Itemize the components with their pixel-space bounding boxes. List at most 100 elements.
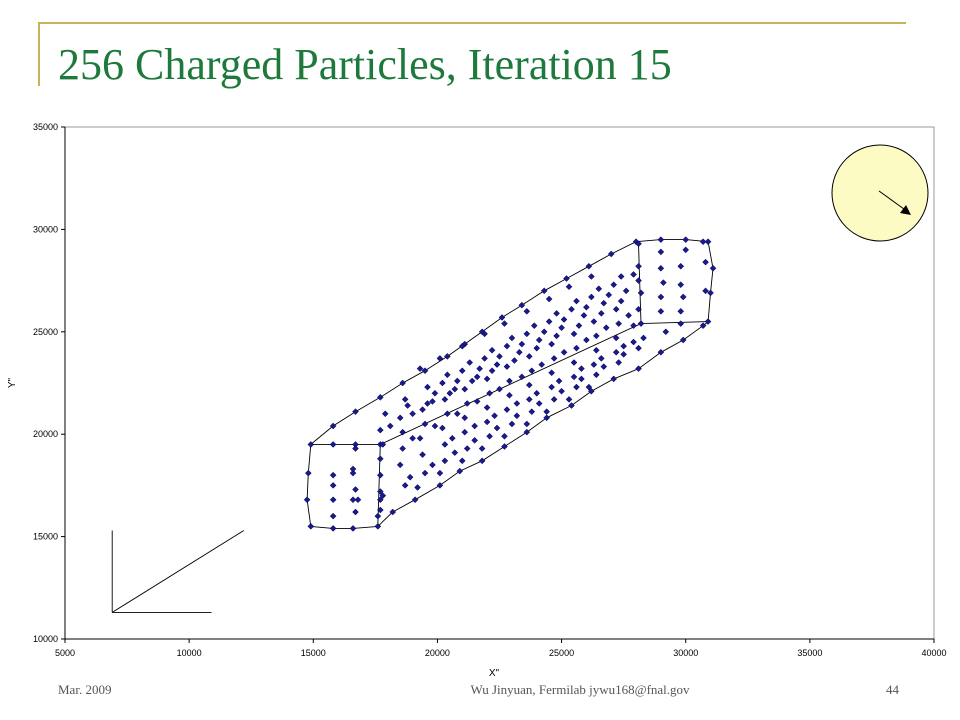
data-point [543, 408, 551, 416]
data-point [640, 334, 647, 342]
y-tick-label: 35000 [33, 122, 58, 132]
data-point [553, 310, 560, 317]
data-point [553, 332, 560, 340]
data-point [349, 525, 357, 532]
data-point [441, 396, 449, 403]
data-point [620, 350, 627, 358]
data-point [503, 406, 511, 413]
direction-arrow-head [900, 205, 911, 215]
data-point [583, 303, 590, 311]
data-point [458, 342, 466, 350]
data-point [471, 436, 479, 444]
data-point [635, 277, 642, 284]
data-point [523, 307, 531, 315]
footer-author: Wu Jinyuan, Fermilab jywu168@fnal.gov [470, 682, 690, 697]
data-point [588, 273, 595, 280]
data-point [704, 238, 712, 246]
data-point [518, 373, 526, 381]
data-point [677, 307, 685, 315]
data-point [657, 307, 665, 315]
x-tick-label: 25000 [549, 648, 574, 658]
data-point [637, 320, 645, 327]
data-point [304, 469, 312, 477]
data-point [501, 432, 508, 440]
data-point [396, 461, 404, 469]
data-point [592, 371, 600, 379]
data-point [565, 396, 573, 403]
y-tick-label: 30000 [33, 224, 58, 234]
data-point [419, 451, 426, 459]
data-point [444, 353, 451, 360]
data-point [416, 434, 424, 442]
data-point [610, 281, 618, 289]
data-point [709, 264, 717, 272]
data-point [498, 314, 506, 321]
data-point [463, 445, 471, 452]
page-number: 44 [886, 682, 899, 697]
data-point [560, 348, 568, 356]
data-point [600, 299, 608, 307]
x-tick-label: 35000 [797, 648, 822, 658]
data-point [550, 355, 558, 362]
x-tick-label: 10000 [177, 648, 202, 658]
data-point [486, 389, 493, 397]
data-point [404, 402, 411, 409]
data-point [548, 369, 555, 377]
data-point [307, 441, 315, 448]
data-point [528, 408, 536, 416]
footer-date: Mar. 2009 [58, 682, 112, 697]
data-point [446, 389, 454, 397]
data-point [573, 383, 580, 391]
data-point [545, 318, 553, 325]
data-point [453, 377, 461, 385]
data-point [501, 443, 508, 450]
data-point [396, 414, 404, 422]
direction-indicator [831, 144, 929, 242]
data-point [630, 338, 637, 346]
data-point [444, 371, 451, 379]
data-point [441, 441, 449, 448]
data-point [545, 295, 553, 303]
data-point [483, 375, 491, 383]
data-point [496, 385, 503, 393]
data-point [657, 236, 665, 243]
data-point [605, 291, 613, 299]
data-point [630, 271, 637, 278]
data-point [329, 525, 337, 532]
data-point [376, 426, 384, 434]
x-axis-label: X" [489, 668, 500, 679]
data-point [588, 387, 595, 395]
data-point [448, 434, 456, 442]
data-point [419, 406, 426, 413]
data-point [451, 449, 459, 456]
data-point [399, 445, 407, 452]
data-point [699, 238, 707, 246]
data-point [622, 287, 630, 295]
data-point [535, 336, 543, 344]
data-point [525, 381, 533, 389]
data-point [401, 396, 409, 403]
data-point [602, 324, 610, 332]
data-point [528, 367, 536, 375]
data-point [565, 283, 573, 291]
data-point [349, 496, 357, 504]
data-point [493, 361, 501, 368]
data-point [538, 361, 546, 368]
data-point [466, 359, 474, 366]
data-point [612, 348, 620, 356]
data-point [352, 445, 359, 452]
data-point [436, 355, 444, 362]
data-point [473, 373, 481, 381]
data-point [491, 412, 498, 420]
data-point [329, 496, 337, 504]
data-point [508, 334, 516, 342]
data-point [441, 457, 449, 465]
data-point [411, 496, 419, 504]
y-axis-ticks: 10000 15000 20000 25000 30000 35000 [33, 122, 65, 644]
data-point [349, 465, 357, 473]
data-point [436, 482, 444, 489]
data-point [458, 457, 466, 465]
y-axis-label: Y" [7, 377, 18, 388]
data-point [471, 422, 479, 430]
